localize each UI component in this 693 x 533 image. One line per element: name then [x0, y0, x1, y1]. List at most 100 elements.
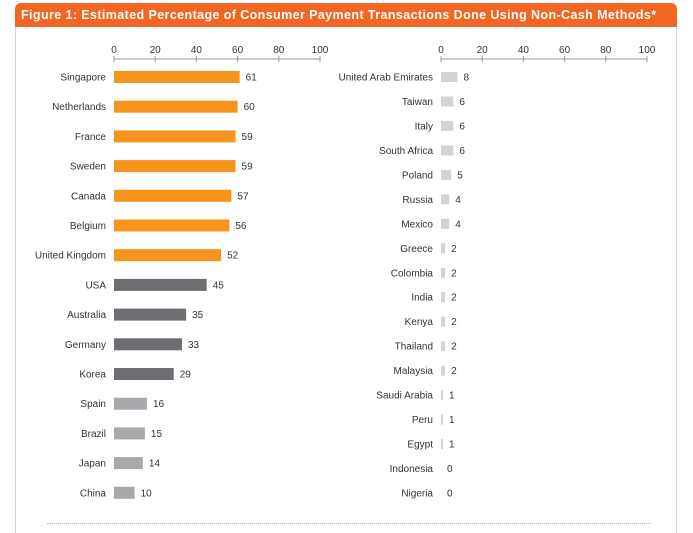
figure-frame: [15, 27, 677, 533]
left-bar: [114, 71, 240, 83]
right-tick-label: 20: [477, 45, 489, 56]
right-category-label: Egypt: [407, 440, 433, 451]
right-value-label: 1: [449, 391, 455, 402]
right-bar: [441, 292, 446, 303]
left-value-label: 45: [213, 280, 225, 291]
left-bar: [114, 486, 135, 499]
right-category-label: Poland: [402, 170, 433, 181]
right-value-label: 2: [451, 268, 457, 279]
left-bar: [114, 189, 232, 202]
right-value-label: 6: [459, 121, 465, 132]
left-value-label: 59: [242, 162, 254, 173]
left-category-label: Netherlands: [52, 102, 106, 113]
left-value-label: 61: [246, 73, 258, 84]
right-bar: [441, 145, 454, 156]
right-bar: [441, 169, 452, 180]
right-value-label: 8: [463, 73, 469, 84]
left-tick-label: 0: [111, 45, 117, 56]
right-bar: [441, 414, 444, 425]
left-bar-chart: 0 20 40 60 80 100 Singapore 61 Netherlands 60 Fran…: [35, 45, 329, 499]
left-bar: [114, 100, 238, 113]
left-value-label: 10: [141, 488, 153, 499]
left-bar: [114, 457, 143, 470]
left-category-label: China: [80, 488, 107, 499]
left-value-label: 60: [244, 102, 256, 113]
left-value-label: 15: [151, 429, 163, 440]
left-value-label: 59: [242, 132, 254, 143]
left-category-label: USA: [85, 280, 106, 291]
right-category-label: Mexico: [401, 219, 433, 230]
right-bar: [441, 243, 446, 254]
left-category-label: France: [75, 132, 107, 143]
right-category-label: Greece: [400, 244, 433, 255]
right-category-label: Peru: [412, 415, 433, 426]
left-category-label: Australia: [67, 310, 106, 321]
right-value-label: 1: [449, 415, 455, 426]
left-category-label: Canada: [71, 191, 106, 202]
right-bar: [441, 194, 450, 205]
right-value-label: 5: [457, 170, 463, 181]
right-value-label: 0: [447, 464, 453, 475]
right-value-label: 2: [451, 342, 457, 353]
right-bar: [441, 96, 454, 107]
right-bar: [441, 439, 444, 450]
right-tick-label: 40: [518, 45, 530, 56]
left-bar: [114, 160, 236, 173]
left-value-label: 14: [149, 459, 161, 470]
right-bar: [441, 365, 446, 376]
right-category-label: Malaysia: [394, 366, 434, 377]
right-tick-label: 100: [639, 45, 656, 56]
right-value-label: 0: [447, 488, 453, 499]
footer-divider: [47, 523, 651, 524]
left-value-label: 52: [227, 251, 239, 262]
right-category-label: Colombia: [391, 268, 434, 279]
right-category-label: Russia: [402, 195, 433, 206]
left-category-label: Spain: [80, 399, 106, 410]
right-value-label: 4: [455, 219, 461, 230]
right-value-label: 1: [449, 440, 455, 451]
figure-header: Figure 1: Estimated Percentage of Consum…: [15, 3, 677, 27]
right-bar: [441, 72, 458, 82]
right-bar: [441, 218, 450, 229]
figure-title: Figure 1: Estimated Percentage of Consum…: [21, 8, 657, 22]
left-tick-label: 20: [150, 45, 162, 56]
right-value-label: 2: [451, 317, 457, 328]
right-value-label: 2: [451, 366, 457, 377]
right-category-label: Kenya: [405, 317, 434, 328]
right-category-label: Indonesia: [390, 464, 434, 475]
left-value-label: 56: [235, 221, 247, 232]
right-value-label: 2: [451, 293, 457, 304]
left-value-label: 57: [237, 191, 249, 202]
left-bar: [114, 397, 147, 410]
left-value-label: 29: [180, 370, 192, 381]
right-bar: [441, 316, 446, 327]
left-category-label: Germany: [65, 340, 106, 351]
right-value-label: 4: [455, 195, 461, 206]
left-value-label: 35: [192, 310, 204, 321]
right-category-label: South Africa: [379, 146, 433, 157]
left-category-label: Brazil: [81, 429, 106, 440]
right-category-label: Nigeria: [401, 488, 433, 499]
left-bar: [114, 368, 174, 380]
right-bar: [441, 390, 444, 401]
left-category-label: Japan: [79, 459, 106, 470]
left-category-label: United Kingdom: [35, 251, 106, 262]
right-tick-label: 0: [438, 45, 444, 56]
right-category-label: United Arab Emirates: [339, 73, 434, 84]
right-bar: [441, 120, 454, 131]
left-tick-label: 80: [273, 45, 285, 56]
left-category-label: Belgium: [70, 221, 106, 232]
left-category-label: Singapore: [60, 73, 106, 84]
left-tick-label: 60: [232, 45, 244, 56]
right-category-label: Thailand: [395, 342, 433, 353]
right-value-label: 6: [459, 146, 465, 157]
left-bar: [114, 130, 236, 143]
left-value-label: 33: [188, 340, 200, 351]
left-bar: [114, 219, 230, 232]
right-tick-label: 60: [559, 45, 571, 56]
left-bar: [114, 427, 145, 440]
right-value-label: 6: [459, 97, 465, 108]
left-value-label: 16: [153, 399, 165, 410]
